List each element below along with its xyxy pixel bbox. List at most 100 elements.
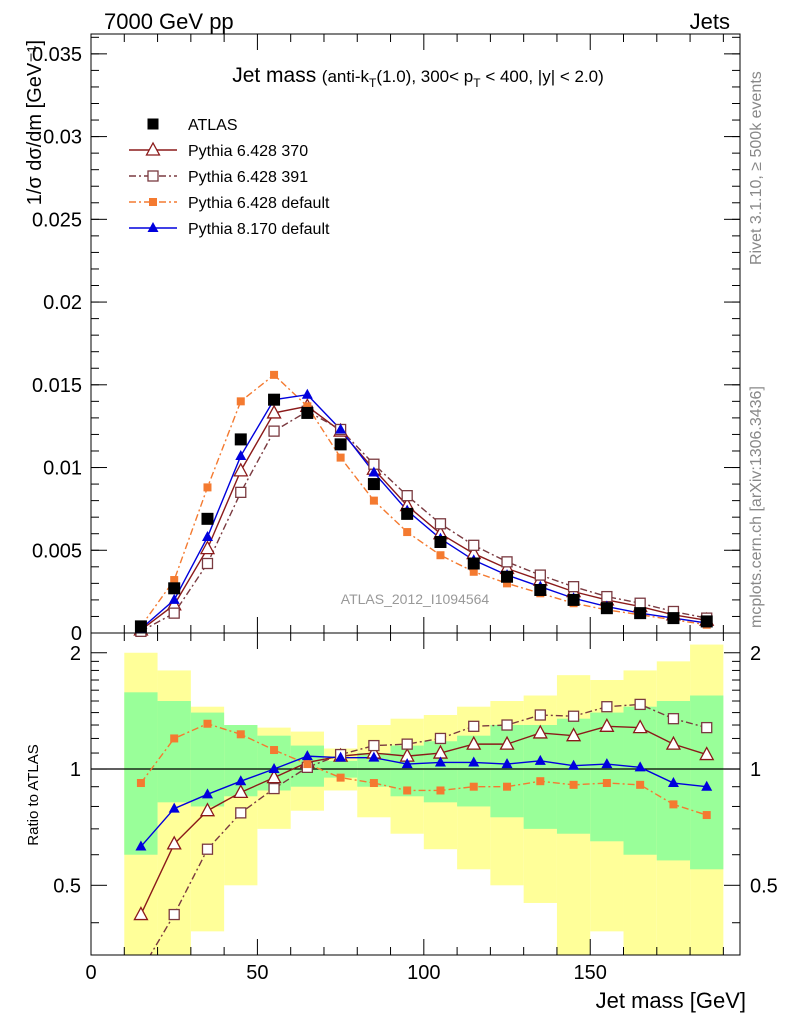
y-tick-label-ratio-1: 1 xyxy=(70,759,81,781)
series-point-3-3 xyxy=(235,449,247,460)
ratio-point-3-8 xyxy=(401,758,413,769)
ratio-point-1-17 xyxy=(701,721,713,734)
series-point-2-1 xyxy=(170,576,179,585)
ratio-point-0-0 xyxy=(133,906,149,921)
series-point-2-5 xyxy=(303,402,312,411)
atlas-point-13 xyxy=(567,593,580,606)
ratio-point-0-12 xyxy=(532,724,548,739)
ratio-series-group xyxy=(133,698,715,955)
ratio-point-3-1 xyxy=(168,802,180,813)
ratio-point-1-4 xyxy=(268,782,280,795)
ratio-point-3-6 xyxy=(335,751,347,762)
y-tick-label-ratio-right-2: 2 xyxy=(750,643,761,665)
ratio-point-2-3 xyxy=(236,730,245,739)
atlas-point-12 xyxy=(534,583,547,596)
ratio-point-0-17 xyxy=(699,746,715,761)
main-panel: 0 0.005 0.01 0.015 0.02 0.025 0.03 0.035 Jet ma… xyxy=(24,33,741,645)
ratio-point-2-9 xyxy=(436,786,445,795)
series-point-3-6 xyxy=(335,423,347,434)
legend-marker-3 xyxy=(149,198,157,206)
ratio-point-1-7 xyxy=(368,739,380,752)
chart-title-detail-a: (anti-k xyxy=(322,67,370,86)
series-point-0-2 xyxy=(199,540,216,555)
atlas-point-10 xyxy=(467,557,480,570)
ratio-point-1-8 xyxy=(401,738,413,750)
atlas-point-8 xyxy=(401,507,414,520)
x-tick-label-1: 50 xyxy=(246,962,268,984)
y-tick-label-ratio-right-1: 1 xyxy=(750,759,761,781)
ratio-point-3-10 xyxy=(468,756,480,767)
ratio-point-0-15 xyxy=(632,719,648,734)
legend-label-2: Pythia 6.428 391 xyxy=(188,169,308,186)
chart-title-detail-c: < 400, |y| < 2.0) xyxy=(481,67,604,86)
ratio-point-3-11 xyxy=(501,758,513,769)
ratio-point-0-14 xyxy=(599,717,615,732)
ratio-point-2-0 xyxy=(136,779,145,788)
ratio-point-3-0 xyxy=(135,840,147,851)
y-tick-label-top-6: 0.03 xyxy=(43,127,82,149)
header-right-label: Jets xyxy=(690,9,730,34)
series-point-1-8 xyxy=(401,490,413,502)
series-point-1-13 xyxy=(567,581,580,593)
series-point-1-12 xyxy=(534,569,546,581)
atlas-point-11 xyxy=(501,570,514,583)
ratio-point-2-10 xyxy=(469,782,478,791)
ratio-panel-axes: 0.5 0.5 1 1 2 2 0 50 100 150 xyxy=(53,633,778,984)
series-point-2-6 xyxy=(336,453,345,462)
ratio-point-3-12 xyxy=(534,754,546,765)
ratio-point-2-7 xyxy=(369,779,378,788)
series-point-2-8 xyxy=(403,528,412,537)
atlas-point-5 xyxy=(301,406,314,419)
series-point-2-4 xyxy=(270,370,279,379)
series-point-3-1 xyxy=(168,593,180,604)
atlas-point-17 xyxy=(700,615,713,628)
chart-title-sub-b: T xyxy=(473,76,481,90)
ratio-point-2-11 xyxy=(503,782,512,791)
series-point-2-3 xyxy=(236,397,245,406)
ratio-point-0-13 xyxy=(565,727,582,742)
ratio-point-1-1 xyxy=(168,908,180,921)
series-point-0-3 xyxy=(233,462,249,477)
series-point-2-11 xyxy=(503,579,512,588)
ratio-panel: 0.5 0.5 1 1 2 2 0 50 100 150 Ratio to ATLAS xyxy=(25,632,778,984)
y-tick-label-top-7: 0.035 xyxy=(32,44,82,66)
header-left-label: 7000 GeV pp xyxy=(104,9,234,34)
series-point-1-3 xyxy=(235,486,247,499)
ratio-point-0-2 xyxy=(199,802,216,817)
atlas-point-3 xyxy=(234,433,247,446)
ratio-point-1-10 xyxy=(468,720,480,732)
legend-label-3: Pythia 6.428 default xyxy=(188,195,330,212)
ratio-point-1-16 xyxy=(667,713,680,725)
y-tick-label-top-0: 0 xyxy=(71,623,82,645)
atlas-point-16 xyxy=(667,612,680,625)
ratio-point-2-17 xyxy=(702,811,711,820)
ratio-point-1-2 xyxy=(201,843,214,855)
ratio-panel-frame xyxy=(90,632,741,956)
ratio-point-1-11 xyxy=(501,719,513,731)
ratio-point-1-15 xyxy=(634,698,646,711)
series-point-2-9 xyxy=(436,551,445,560)
x-tick-label-2: 100 xyxy=(407,962,440,984)
series-point-3-7 xyxy=(368,466,380,477)
ratio-point-0-3 xyxy=(233,784,249,799)
ratio-band-inner-12 xyxy=(523,725,557,829)
ratio-point-2-8 xyxy=(403,786,412,795)
y-tick-label-top-1: 0.005 xyxy=(32,540,82,562)
ratio-point-2-13 xyxy=(569,780,578,789)
y-tick-label-top-2: 0.01 xyxy=(43,458,82,480)
ratio-point-0-11 xyxy=(499,735,515,750)
chart-title-sub-a: T xyxy=(369,76,377,90)
ratio-point-1-9 xyxy=(434,732,447,745)
y-tick-label-top-5: 0.025 xyxy=(32,209,82,231)
ratio-point-2-12 xyxy=(536,777,545,786)
atlas-point-4 xyxy=(268,393,281,406)
atlas-point-15 xyxy=(634,607,647,620)
chart-title-main: Jet mass xyxy=(232,64,316,87)
atlas-point-1 xyxy=(168,582,181,595)
ratio-point-3-17 xyxy=(701,780,713,791)
ratio-point-3-3 xyxy=(235,775,247,786)
ratio-point-2-15 xyxy=(636,780,645,789)
ratio-band-inner-14 xyxy=(590,712,624,842)
ratio-line-2 xyxy=(140,722,707,816)
